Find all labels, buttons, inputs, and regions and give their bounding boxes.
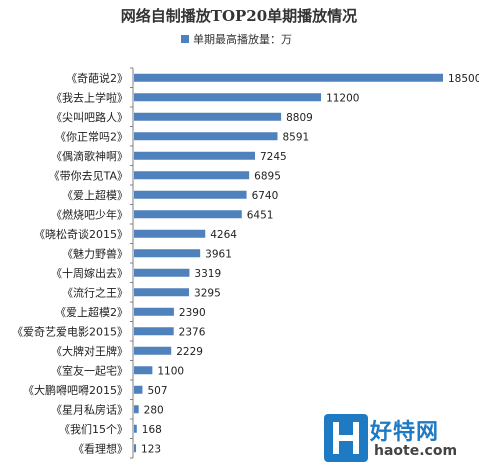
watermark-domain: haote.com bbox=[374, 443, 458, 459]
data-label: 2390 bbox=[179, 307, 206, 319]
bar bbox=[134, 444, 137, 453]
data-label: 8591 bbox=[282, 131, 309, 143]
category-label: 《爱上超模》 bbox=[62, 188, 128, 202]
bar bbox=[134, 171, 250, 180]
data-label: 6451 bbox=[247, 209, 274, 221]
category-label: 《偶滴歌神啊》 bbox=[51, 149, 128, 163]
data-label: 7245 bbox=[260, 151, 287, 163]
legend-label: 单期最高播放量：万 bbox=[193, 32, 292, 46]
watermark-logo: 好特网 haote.com bbox=[324, 412, 474, 466]
data-label: 2376 bbox=[179, 326, 206, 338]
data-label: 8809 bbox=[286, 112, 313, 124]
data-label: 11200 bbox=[326, 92, 359, 104]
category-label: 《我们15个》 bbox=[59, 422, 128, 436]
bar bbox=[134, 288, 190, 297]
bar bbox=[134, 385, 143, 394]
bar bbox=[134, 93, 322, 102]
data-label: 168 bbox=[142, 424, 162, 436]
bar bbox=[134, 346, 172, 355]
category-label: 《看理想》 bbox=[73, 441, 128, 455]
bar bbox=[134, 151, 256, 160]
bar bbox=[134, 327, 174, 336]
category-label: 《你正常吗2》 bbox=[55, 130, 128, 143]
data-label: 18500 bbox=[448, 73, 479, 85]
category-label: 《尖叫吧路人》 bbox=[51, 111, 128, 124]
bar bbox=[134, 307, 174, 316]
bar bbox=[134, 424, 137, 433]
bar bbox=[134, 112, 282, 121]
category-label: 《带你去见TA》 bbox=[49, 169, 128, 182]
bar bbox=[134, 132, 278, 141]
category-label: 《大鹏嘚吧嘚2015》 bbox=[23, 383, 128, 397]
bar bbox=[134, 229, 206, 238]
bar bbox=[134, 405, 139, 414]
data-label: 4264 bbox=[210, 229, 237, 241]
data-label: 3319 bbox=[194, 268, 221, 280]
data-label: 2229 bbox=[176, 346, 203, 358]
data-label: 3961 bbox=[205, 248, 232, 260]
data-label: 1100 bbox=[157, 365, 184, 377]
data-label: 507 bbox=[147, 385, 167, 397]
data-label: 6895 bbox=[254, 170, 281, 182]
category-label: 《奇葩说2》 bbox=[66, 71, 128, 85]
bar bbox=[134, 268, 190, 277]
category-label: 《流行之王》 bbox=[62, 285, 128, 299]
watermark-name: 好特网 bbox=[370, 420, 440, 445]
category-label: 《爱奇艺爱电影2015》 bbox=[12, 325, 128, 338]
bar bbox=[134, 190, 247, 199]
category-label: 《魅力野兽》 bbox=[62, 246, 128, 260]
bars-group: 《奇葩说2》 18500 《我去上学啦》 11200 《尖叫吧路人》 8809 《你正常吗2… bbox=[12, 67, 479, 459]
category-label: 《燃烧吧少年》 bbox=[51, 207, 128, 221]
bar bbox=[134, 366, 153, 375]
legend: 单期最高播放量：万 bbox=[181, 32, 292, 46]
chart-title: 网络自制播放TOP20单期播放情况 bbox=[121, 7, 357, 25]
bar bbox=[134, 210, 242, 219]
data-label: 3295 bbox=[194, 287, 221, 299]
category-label: 《星月私房话》 bbox=[51, 403, 128, 416]
data-label: 6740 bbox=[252, 190, 279, 202]
category-label: 《爱上超模2》 bbox=[55, 305, 128, 319]
logo-icon bbox=[324, 414, 368, 462]
category-label: 《晓松奇谈2015》 bbox=[34, 227, 128, 241]
legend-swatch bbox=[181, 35, 189, 43]
category-label: 《大牌对王牌》 bbox=[51, 344, 128, 358]
category-label: 《室友一起宅》 bbox=[51, 363, 128, 377]
data-label: 123 bbox=[141, 443, 161, 455]
data-label: 280 bbox=[144, 404, 164, 416]
category-label: 《我去上学啦》 bbox=[51, 90, 128, 104]
bar bbox=[134, 73, 443, 82]
category-label: 《十周嫁出去》 bbox=[51, 266, 128, 280]
bar bbox=[134, 249, 201, 258]
